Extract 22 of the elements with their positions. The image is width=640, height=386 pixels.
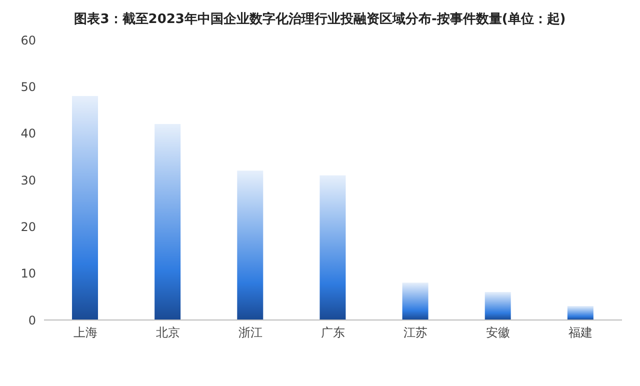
y-tick-label: 60 [20, 33, 36, 48]
x-tick-label: 浙江 [238, 326, 262, 340]
x-tick-label: 北京 [156, 326, 180, 340]
y-tick-label: 50 [20, 80, 36, 94]
x-tick-label: 上海 [73, 326, 98, 340]
bar [484, 292, 511, 320]
bar [154, 124, 181, 320]
chart-title: 图表3：截至2023年中国企业数字化治理行业投融资区域分布-按事件数量(单位：起) [73, 10, 567, 29]
x-tick-label: 安徽 [486, 326, 510, 340]
x-tick-label: 福建 [568, 326, 593, 340]
bar [237, 170, 264, 320]
y-tick-label: 0 [28, 313, 36, 328]
y-tick-label: 20 [20, 220, 36, 234]
bar [320, 175, 346, 320]
bar [567, 306, 594, 320]
y-tick-label: 10 [20, 266, 36, 281]
x-tick-label: 广东 [321, 326, 345, 340]
bar [72, 96, 98, 320]
y-tick-label: 30 [20, 173, 36, 188]
x-tick-label: 江苏 [404, 326, 428, 340]
bar [402, 282, 428, 320]
y-tick-label: 40 [20, 126, 36, 141]
